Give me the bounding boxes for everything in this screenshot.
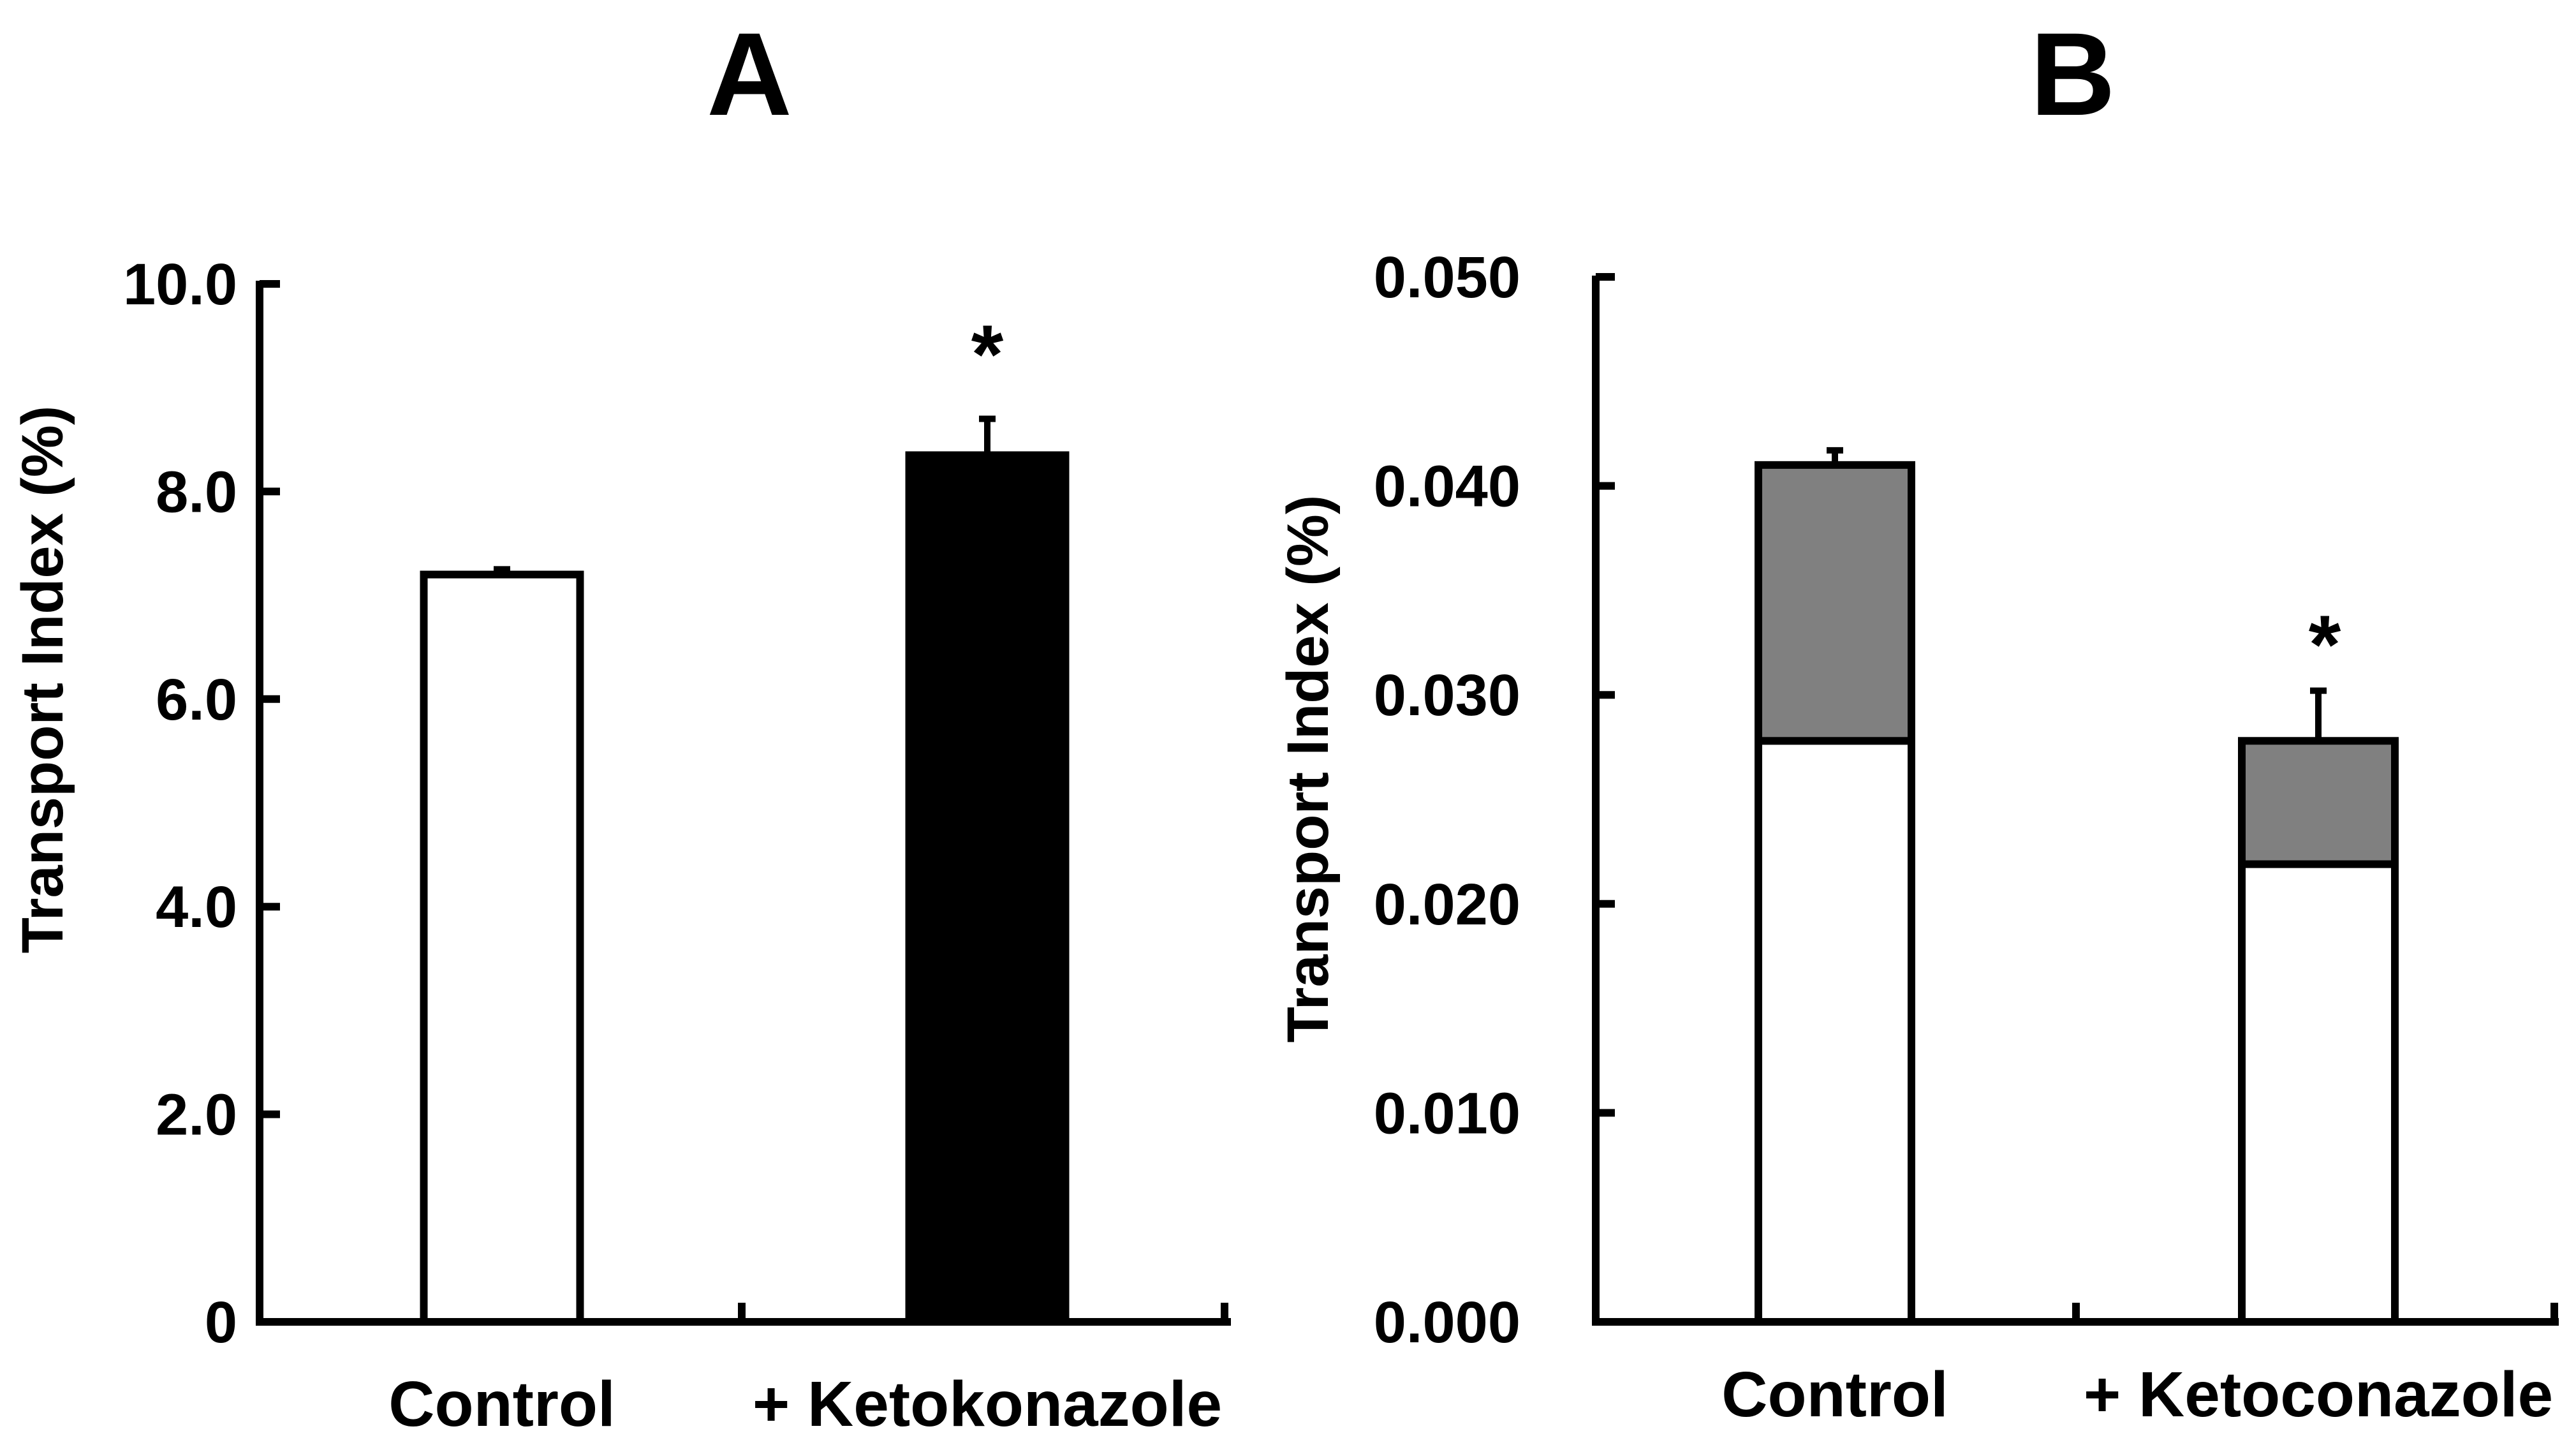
panel-b-bar-segment-upper xyxy=(1755,461,1915,745)
panel-a-category-label-ketokonazole: + Ketokonazole xyxy=(753,1368,1222,1440)
panel-a-y-tick-label: 6.0 xyxy=(156,667,237,732)
panel-a-y-tick-label: 4.0 xyxy=(156,875,237,940)
panel-a-y-tick-label: 10.0 xyxy=(123,252,237,317)
panel-a-bar xyxy=(420,570,584,1326)
panel-b-y-tick-label: 0.010 xyxy=(1374,1081,1520,1146)
panel-b-y-tick-label: 0.020 xyxy=(1374,872,1520,937)
panel-b-bar-segment-upper xyxy=(2238,737,2399,868)
panel-a: A Transport Index (%) 02.04.06.08.010.0 … xyxy=(10,9,1231,1440)
panel-b-title: B xyxy=(2030,9,2116,140)
panel-a-y-tick-label: 8.0 xyxy=(156,459,237,524)
panel-b-y-tick-label: 0.050 xyxy=(1374,245,1520,310)
panel-b-y-tick-label: 0.000 xyxy=(1374,1290,1520,1355)
panel-b-bar-segment-lower xyxy=(2238,860,2399,1326)
panel-a-y-axis-label: Transport Index (%) xyxy=(10,406,75,954)
panel-a-category-label-control: Control xyxy=(388,1368,615,1440)
panel-b-y-tick-label: 0.030 xyxy=(1374,663,1520,728)
panel-b: B Transport Index (%) 0.000 0.010 0.020 0.0… xyxy=(1276,9,2559,1430)
panel-b-bar-segment-lower xyxy=(1755,737,1915,1326)
panel-b-significance-star-ketoconazole: * xyxy=(2309,598,2341,691)
panel-a-title: A xyxy=(707,9,792,140)
panel-b-y-tick-label: 0.040 xyxy=(1374,454,1520,519)
panel-a-y-tick-label: 2.0 xyxy=(156,1083,237,1148)
panel-a-y-tick-label: 0 xyxy=(205,1290,237,1355)
panel-b-category-label-ketoconazole: + Ketoconazole xyxy=(2084,1359,2553,1430)
panel-b-category-label-control: Control xyxy=(1721,1359,1948,1430)
panel-a-bar xyxy=(905,451,1070,1326)
panel-b-y-axis-label: Transport Index (%) xyxy=(1276,495,1341,1043)
panel-a-significance-star-ketokonazole: * xyxy=(971,308,1004,401)
